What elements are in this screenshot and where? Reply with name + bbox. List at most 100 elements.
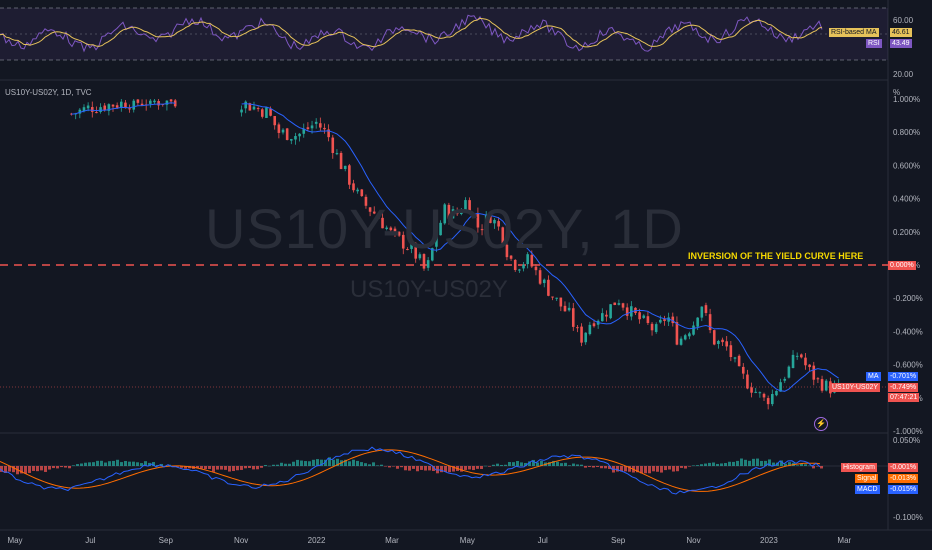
- histogram-bar: [284, 463, 287, 466]
- histogram-bar: [720, 463, 723, 466]
- histogram-bar: [12, 466, 15, 473]
- histogram-bar: [504, 464, 507, 466]
- candle-body: [120, 101, 123, 108]
- histogram-bar: [428, 466, 431, 471]
- histogram-bar: [212, 466, 215, 472]
- histogram-bar: [676, 466, 679, 472]
- candle-body: [468, 200, 471, 213]
- histogram-bar: [564, 462, 567, 466]
- histogram-bar: [752, 458, 755, 466]
- candle-body: [505, 244, 509, 258]
- histogram-bar: [496, 463, 499, 466]
- candle-body: [518, 269, 521, 271]
- histogram-bar: [220, 466, 223, 470]
- rsi-name-tag: RSI: [866, 39, 882, 48]
- histogram-bar: [732, 461, 735, 466]
- histogram-bar: [460, 466, 463, 472]
- histogram-bar: [728, 461, 731, 466]
- histogram-bar: [108, 461, 111, 466]
- histogram-bar: [560, 463, 563, 466]
- candle-body: [659, 319, 662, 323]
- histogram-bar: [768, 459, 771, 466]
- histogram-bar: [420, 466, 423, 470]
- candle-body: [430, 248, 434, 261]
- histogram-bar: [532, 459, 535, 466]
- lightning-icon[interactable]: ⚡: [814, 417, 828, 431]
- histogram-bar: [660, 466, 663, 473]
- histogram-bar: [76, 464, 79, 466]
- candle-body: [737, 355, 741, 367]
- candle-body: [460, 211, 463, 215]
- histogram-bar: [152, 462, 155, 466]
- histogram-bar: [696, 465, 699, 466]
- histogram-bar: [100, 460, 103, 466]
- ticker-label[interactable]: US10Y-US02Y, 1D, TVC: [5, 88, 92, 97]
- histogram-bar: [244, 466, 247, 469]
- histogram-bar: [44, 466, 47, 472]
- candle-body: [812, 365, 816, 380]
- inversion-annotation[interactable]: INVERSION OF THE YIELD CURVE HERE: [688, 251, 864, 261]
- candle-body: [343, 165, 347, 170]
- histogram-bar: [556, 461, 559, 466]
- candle-body: [791, 354, 795, 369]
- candle-body: [617, 303, 621, 305]
- candle-body: [605, 314, 608, 317]
- histogram-bar: [264, 464, 267, 466]
- histogram-bar: [300, 460, 303, 466]
- histogram-bar: [452, 466, 455, 472]
- candle-body: [795, 355, 799, 357]
- histogram-bar: [476, 466, 479, 469]
- histogram-bar: [700, 464, 703, 466]
- candle-body: [273, 116, 277, 126]
- histogram-bar: [272, 464, 275, 466]
- histogram-bar: [664, 466, 667, 471]
- candle-body: [646, 316, 650, 323]
- watermark-main: US10Y-US02Y, 1D: [205, 197, 684, 260]
- histogram-bar: [80, 463, 83, 466]
- histogram-bar: [328, 457, 331, 466]
- histogram-bar: [48, 466, 51, 470]
- candle-body: [771, 394, 774, 405]
- candle-body: [240, 109, 243, 113]
- candle-body: [372, 211, 376, 214]
- histogram-bar: [568, 465, 571, 466]
- histogram-bar: [56, 466, 59, 469]
- histogram-bar: [4, 466, 7, 473]
- histogram-bar: [132, 461, 135, 466]
- symbol-name-tag: US10Y-US02Y: [830, 383, 881, 392]
- histogram-bar: [184, 466, 187, 469]
- candle-body: [294, 136, 297, 140]
- candle-body: [327, 129, 330, 138]
- candle-body: [766, 398, 770, 405]
- candle-body: [136, 99, 140, 103]
- candle-body: [86, 105, 90, 109]
- histogram-bar: [52, 466, 55, 469]
- histogram-bar: [292, 461, 295, 466]
- histogram-bar: [648, 466, 651, 474]
- histogram-bar: [288, 463, 291, 466]
- candle-body: [165, 100, 169, 105]
- histogram-bar: [120, 462, 123, 466]
- histogram-bar: [464, 466, 467, 470]
- candle-body: [683, 335, 687, 340]
- time-axis[interactable]: May Jul Sep Nov 2022 Mar May Jul Sep Nov 2023 Mar: [7, 536, 851, 545]
- candle-body: [269, 108, 272, 116]
- rsi-panel[interactable]: 60.00 20.00: [0, 7, 914, 79]
- price-panel[interactable]: 1.000% 0.800% 0.600% 0.400% 0.200% 0.000% -0.2…: [0, 95, 923, 436]
- candle-body: [260, 109, 264, 117]
- zero-value-tag: 0.000%: [888, 261, 916, 270]
- histogram-value-tag: -0.001%: [888, 463, 919, 472]
- candle-body: [567, 307, 571, 311]
- histogram-bar: [812, 466, 815, 469]
- histogram-bar: [160, 463, 163, 466]
- candle-body: [671, 316, 675, 324]
- candle-body: [526, 254, 529, 265]
- macd-panel[interactable]: 0.050% -0.100%: [0, 436, 923, 522]
- candle-body: [82, 107, 86, 112]
- candle-body: [630, 306, 633, 317]
- rsi-value-tag: 43.49: [890, 39, 912, 48]
- watermark-sub: US10Y-US02Y: [350, 276, 508, 303]
- histogram-bar: [492, 464, 495, 466]
- histogram-bar: [672, 466, 675, 472]
